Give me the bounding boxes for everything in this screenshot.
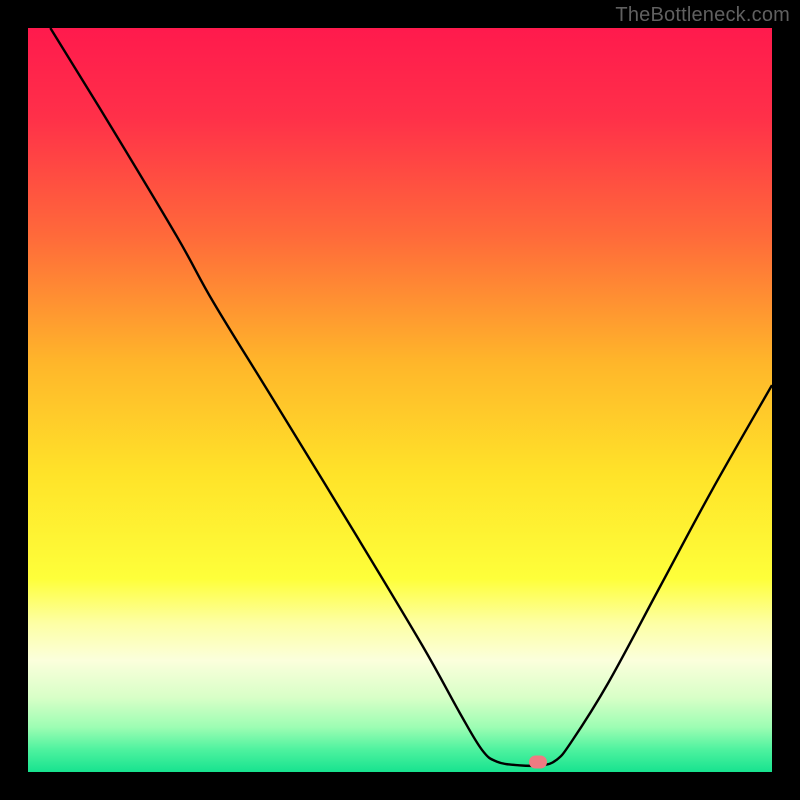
chart-container: TheBottleneck.com xyxy=(0,0,800,800)
plot-area xyxy=(28,28,772,772)
optimal-marker xyxy=(529,756,547,769)
bottleneck-curve xyxy=(28,28,772,772)
attribution-label: TheBottleneck.com xyxy=(615,4,790,27)
